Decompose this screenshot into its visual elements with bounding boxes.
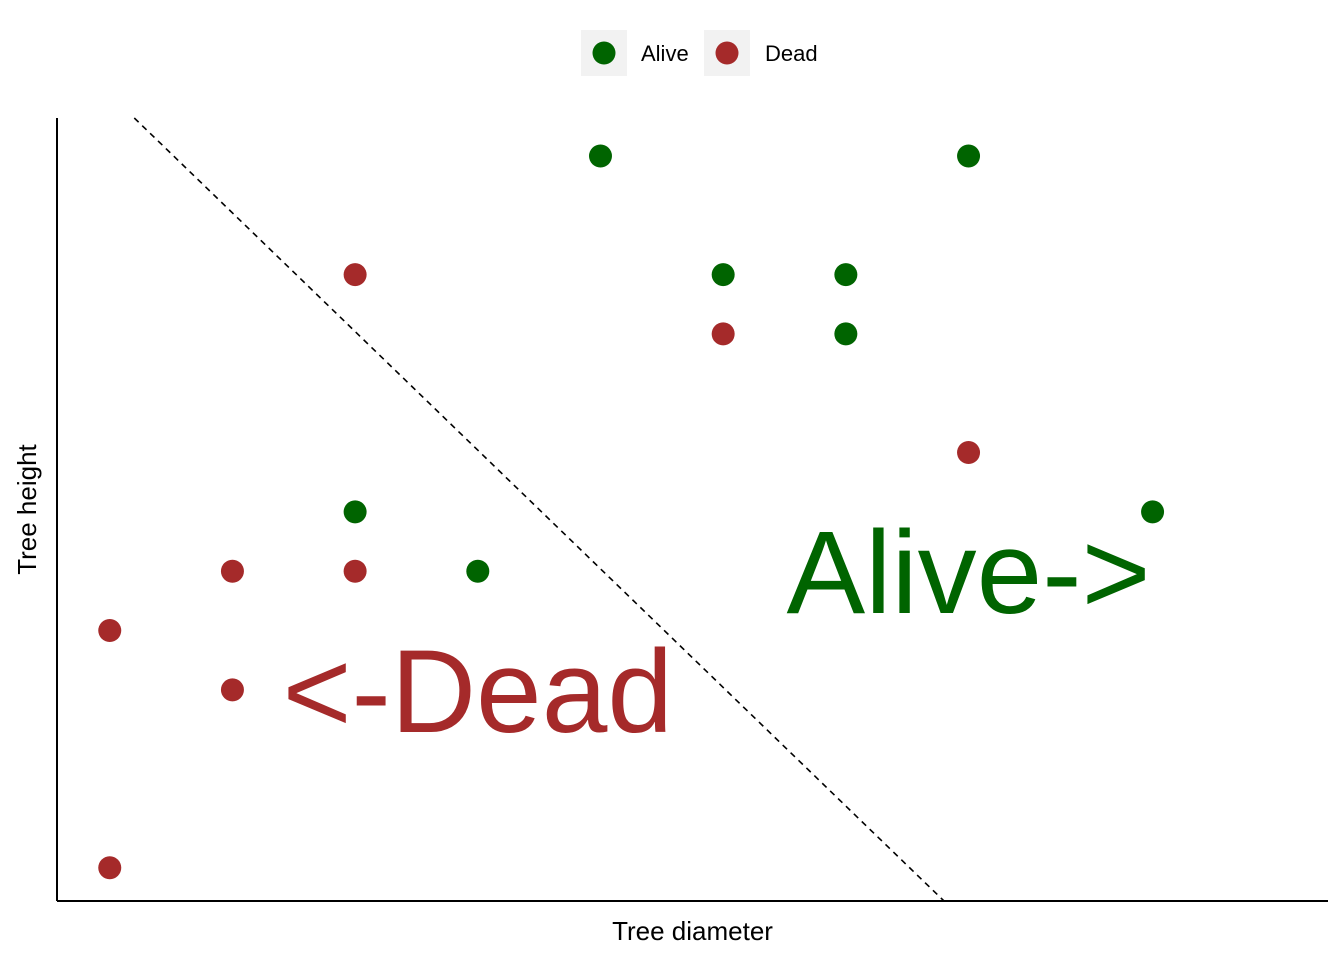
x-axis-title: Tree diameter	[612, 916, 773, 946]
point-alive	[711, 263, 735, 287]
point-alive	[466, 559, 490, 583]
point-alive	[834, 322, 858, 346]
point-dead	[343, 559, 367, 583]
annotations-group: <-Dead Alive->	[283, 507, 1151, 758]
point-dead	[220, 559, 244, 583]
point-dead	[98, 856, 122, 880]
annotation-dead: <-Dead	[283, 626, 673, 758]
legend-label-alive: Alive	[641, 41, 689, 66]
point-dead	[343, 263, 367, 287]
point-alive	[1141, 500, 1165, 524]
decision-boundary-line	[133, 117, 945, 902]
point-alive	[957, 144, 981, 168]
point-dead	[711, 322, 735, 346]
point-alive	[834, 263, 858, 287]
point-alive	[588, 144, 612, 168]
point-dead	[957, 441, 981, 465]
legend-label-dead: Dead	[765, 41, 818, 66]
annotation-alive: Alive->	[787, 507, 1151, 639]
data-points-group	[98, 144, 1165, 880]
point-alive	[343, 500, 367, 524]
legend-marker-alive	[592, 41, 616, 65]
decision-boundary-group	[133, 117, 945, 902]
legend-marker-dead	[715, 41, 739, 65]
point-dead	[220, 678, 244, 702]
legend: Alive Dead	[581, 30, 818, 76]
point-dead	[98, 619, 122, 643]
y-axis-title: Tree height	[12, 443, 42, 574]
